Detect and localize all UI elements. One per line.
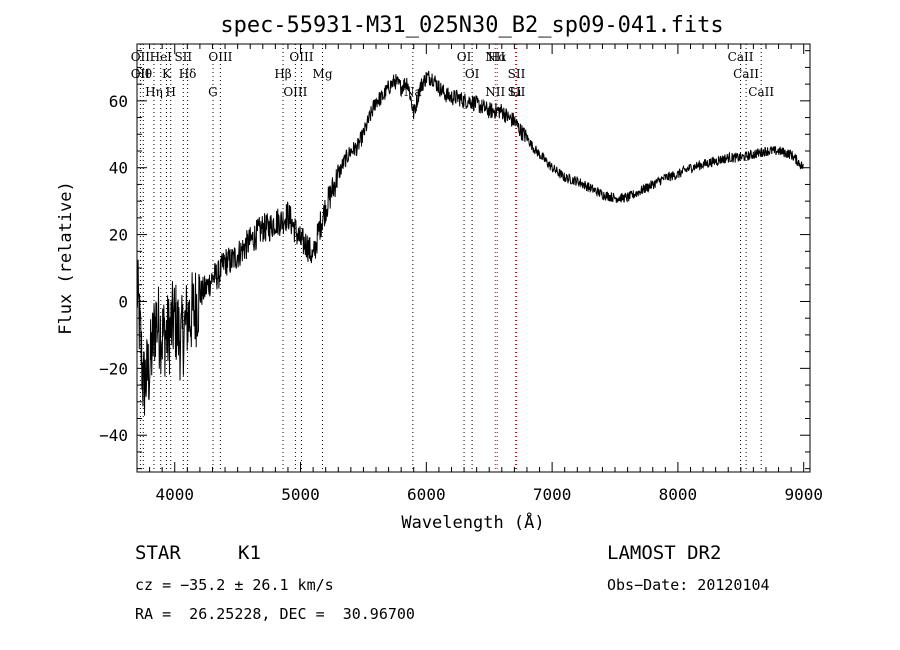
spectrum-line [136, 70, 804, 416]
y-tick-labels: −40 −20 0 20 40 60 [99, 92, 128, 445]
line-marker-label: OII [131, 67, 151, 81]
line-marker-label: OI [457, 50, 472, 64]
line-marker-label: CaII [728, 50, 754, 64]
axis-ticks [137, 44, 810, 472]
x-axis-label: Wavelength (Å) [401, 511, 544, 533]
line-marker-label: Hβ [274, 67, 291, 81]
x-tick-label: 9000 [784, 485, 823, 504]
x-tick-label: 5000 [281, 485, 320, 504]
y-tick-label: 0 [118, 292, 128, 311]
x-tick-label: 6000 [407, 485, 446, 504]
line-marker-label: NII [485, 50, 505, 64]
line-marker-label: Hθ [134, 67, 152, 81]
x-tick-label: 8000 [659, 485, 698, 504]
line-marker-label: Hα [488, 50, 507, 64]
coordinates: RA = 26.25228, DEC = 30.96700 [135, 605, 415, 623]
line-marker-label: OIII [208, 50, 232, 64]
line-marker-label: Li [509, 85, 521, 99]
y-tick-label: 40 [109, 159, 128, 178]
line-marker-label: CaII [733, 67, 759, 81]
line-marker-label: NII [485, 85, 505, 99]
y-tick-label: 60 [109, 92, 128, 111]
chart-title: spec-55931-M31_025N30_B2_sp09-041.fits [220, 13, 723, 38]
y-tick-label: −40 [99, 426, 128, 445]
spectral-line-markers: OIIOIIHθHηHeIKHSIIHδGOIIIHβOIIIOIIIMgNaO… [131, 44, 774, 472]
x-tick-labels: 4000 5000 6000 7000 8000 9000 [155, 485, 823, 504]
object-class: STAR [135, 542, 181, 564]
survey-name: LAMOST DR2 [607, 542, 722, 564]
subclass: K1 [238, 542, 261, 564]
x-tick-label: 4000 [155, 485, 194, 504]
obs-date: Obs−Date: 20120104 [607, 576, 770, 594]
line-marker-label: CaII [748, 85, 774, 99]
line-marker-label: OI [465, 67, 480, 81]
line-marker-label: SII [508, 67, 526, 81]
line-marker-label: SII [508, 85, 526, 99]
line-marker-label: OIII [289, 50, 313, 64]
line-marker-label: G [208, 85, 218, 99]
line-marker-label: SII [174, 50, 192, 64]
y-axis-label: Flux (relative) [56, 181, 76, 335]
line-marker-label: OIII [283, 85, 307, 99]
y-tick-label: 20 [109, 226, 128, 245]
line-marker-label: OII [131, 50, 151, 64]
plot-frame [136, 43, 811, 473]
line-marker-label: H [165, 85, 175, 99]
line-marker-label: K [162, 67, 172, 81]
redshift-text: cz = −35.2 ± 26.1 km/s [135, 576, 334, 594]
line-marker-label: Hη [145, 85, 163, 99]
line-marker-label: HeI [150, 50, 173, 64]
y-tick-label: −20 [99, 359, 128, 378]
x-tick-label: 7000 [533, 485, 572, 504]
line-marker-label: Hδ [179, 67, 197, 81]
line-marker-label: Mg [313, 67, 333, 81]
